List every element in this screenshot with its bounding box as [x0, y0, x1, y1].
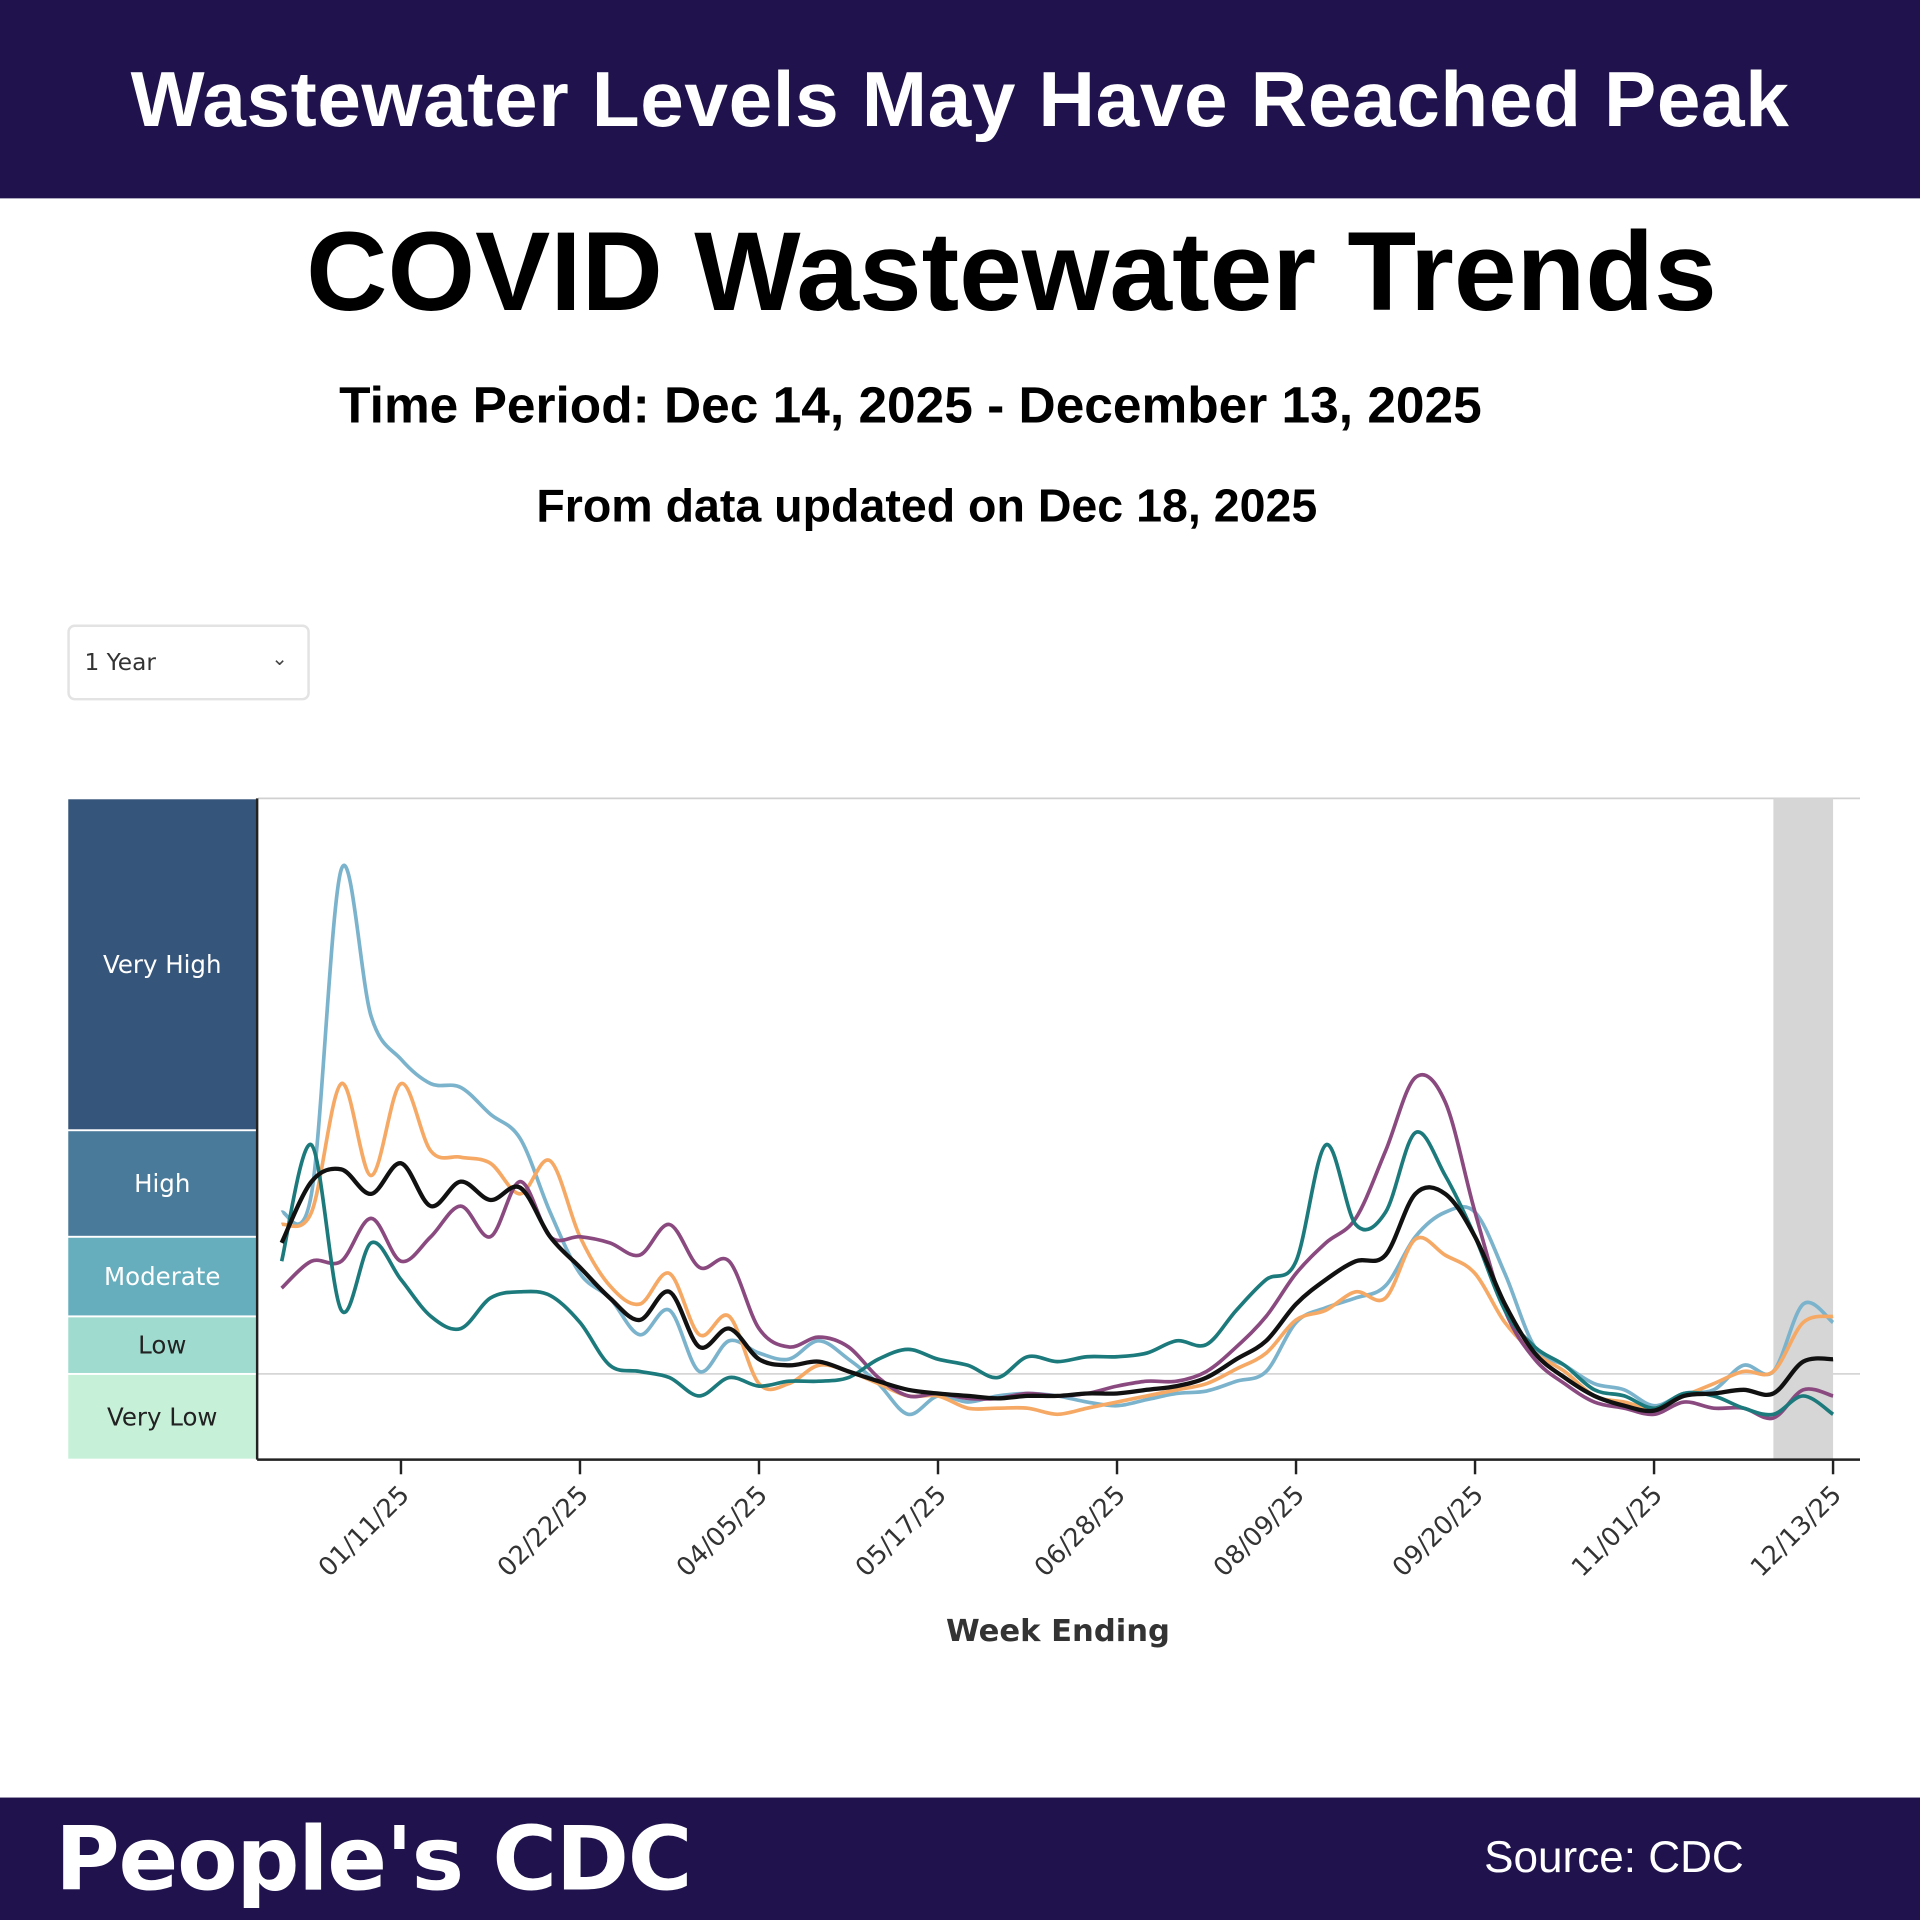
series-line-1 [279, 863, 1835, 1417]
level-label: Low [138, 1331, 186, 1360]
x-tick-label: 05/17/25 [850, 1480, 953, 1583]
time-range-value: 1 Year [84, 648, 156, 676]
x-tick-label: 11/01/25 [1566, 1480, 1669, 1583]
page-title: COVID Wastewater Trends [306, 209, 1717, 335]
series-line-4 [279, 1130, 1835, 1417]
wastewater-chart: Very Low Low Moderate High Very High 01/11/25… [66, 797, 1861, 1649]
x-tick-label: 08/09/25 [1208, 1480, 1311, 1583]
x-tick-label: 12/13/25 [1745, 1480, 1848, 1583]
level-band-high [66, 1129, 259, 1238]
header-banner: Wastewater Levels May Have Reached Peak [0, 0, 1920, 199]
level-label: Very Low [107, 1402, 217, 1431]
brand-logo: People's CDC [55, 1807, 692, 1911]
level-band-very-high [66, 797, 259, 1132]
footer-banner: People's CDC Source: CDC [0, 1797, 1920, 1920]
x-tick-label: 01/11/25 [313, 1480, 416, 1583]
banner-headline: Wastewater Levels May Have Reached Peak [130, 55, 1790, 144]
series-line-2 [280, 1081, 1834, 1417]
level-label: High [134, 1169, 190, 1198]
data-updated: From data updated on Dec 18, 2025 [536, 481, 1318, 533]
x-tick-label: 09/20/25 [1387, 1480, 1490, 1583]
time-range-select[interactable]: 1 Year ⌄ [67, 624, 310, 701]
level-label: Very High [103, 950, 221, 979]
chevron-down-icon: ⌄ [271, 646, 288, 670]
level-label: Moderate [104, 1262, 220, 1291]
x-tick-label: 06/28/25 [1029, 1480, 1132, 1583]
x-tick-label: 04/05/25 [671, 1480, 774, 1583]
x-axis-title: Week Ending [946, 1614, 1170, 1649]
series-line-5 [279, 1161, 1834, 1414]
time-period: Time Period: Dec 14, 2025 - December 13,… [339, 375, 1482, 434]
x-tick-label: 02/22/25 [492, 1480, 595, 1583]
source-note: Source: CDC [1484, 1831, 1744, 1883]
series-line-3 [280, 1072, 1834, 1421]
level-band-low [66, 1315, 259, 1375]
level-band-very-low [66, 1372, 259, 1461]
